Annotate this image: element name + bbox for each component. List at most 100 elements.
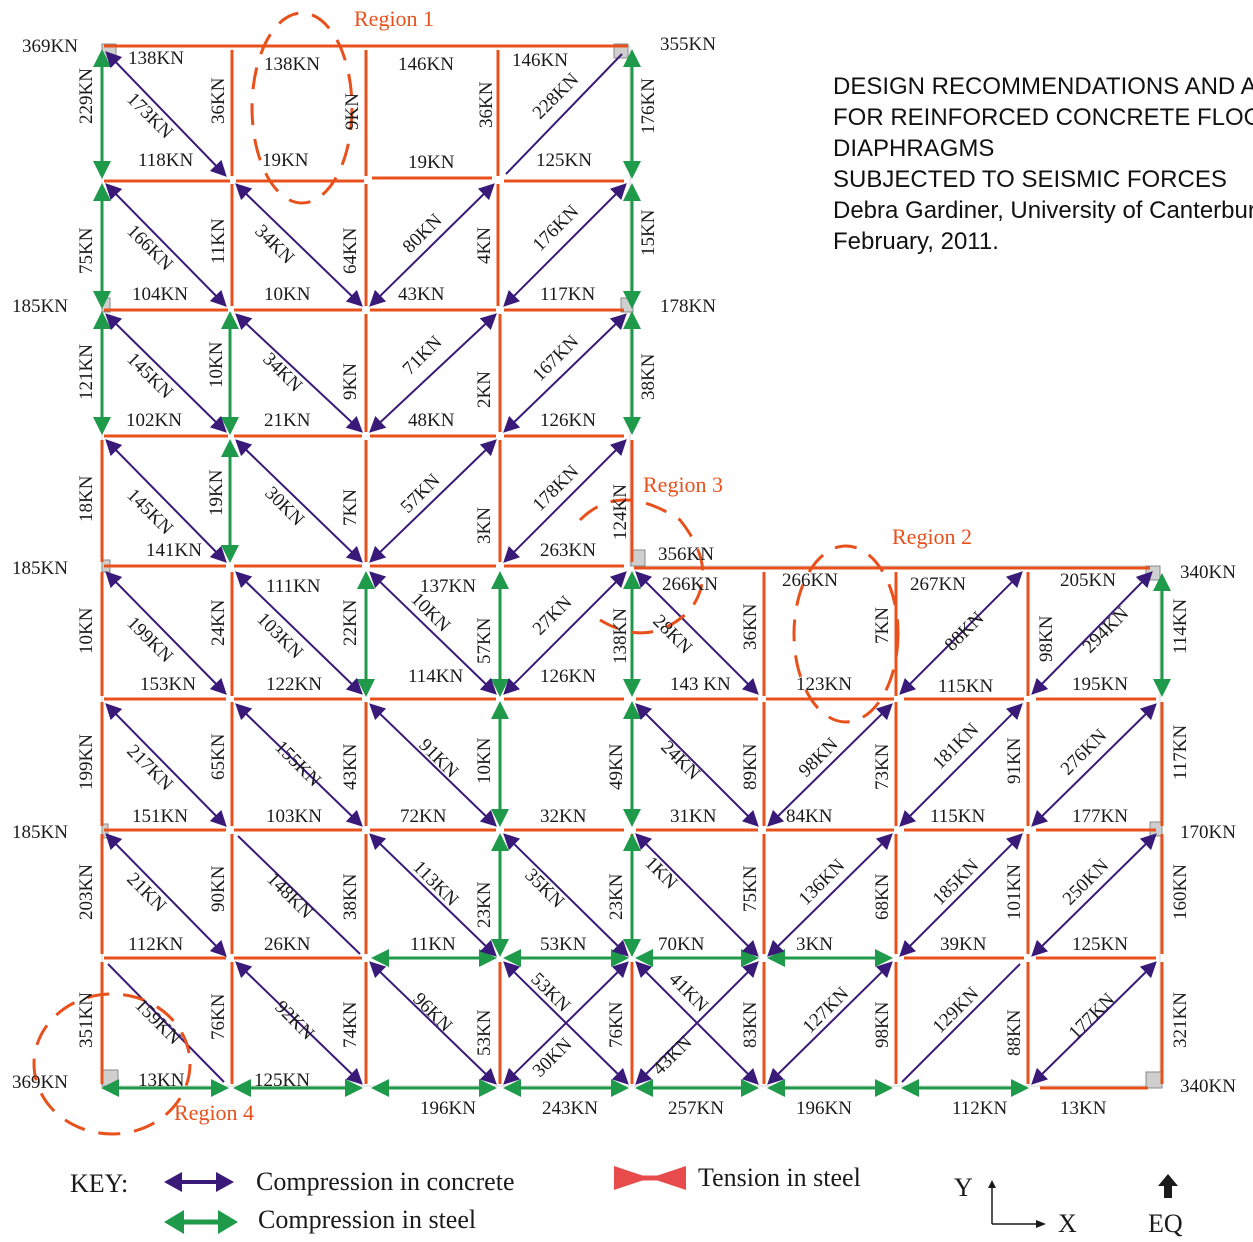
- force-label: 126KN: [540, 410, 596, 431]
- force-label: 2KN: [474, 371, 495, 408]
- force-label: 30KN: [260, 483, 308, 531]
- force-label: 196KN: [420, 1098, 476, 1119]
- force-label: 115KN: [938, 676, 994, 697]
- force-label: 203KN: [76, 864, 97, 920]
- force-label: 113KN: [408, 857, 462, 911]
- citation-line: February, 2011.: [833, 228, 999, 255]
- force-label: 13KN: [1060, 1098, 1107, 1119]
- force-label: 136KN: [795, 855, 850, 910]
- force-label: 124KN: [610, 484, 631, 540]
- force-label: 177KN: [1072, 806, 1128, 827]
- force-label: 121KN: [76, 344, 97, 400]
- force-label: 98KN: [872, 1001, 893, 1048]
- vertical-force-labels: 229KN 36KN 9KN 36KN 176KN 75KN 11KN 64KN…: [76, 68, 1191, 1056]
- y-axis-label: Y: [954, 1173, 973, 1202]
- region-4-label: Region 4: [174, 1100, 254, 1125]
- citation-line: FOR REINFORCED CONCRETE FLOOR: [833, 104, 1253, 131]
- legend-compression-concrete: Compression in concrete: [256, 1167, 515, 1196]
- force-label: 22KN: [340, 599, 361, 646]
- force-label: 90KN: [208, 865, 229, 912]
- force-label: 36KN: [740, 603, 761, 650]
- force-label: 7KN: [872, 607, 893, 644]
- force-label: 145KN: [122, 485, 177, 540]
- force-label: 351KN: [76, 992, 97, 1048]
- legend-tension-steel: Tension in steel: [698, 1163, 861, 1192]
- force-label: 11KN: [208, 218, 229, 264]
- force-label: 7KN: [340, 489, 361, 526]
- force-label: 125KN: [536, 150, 592, 171]
- force-label: 24KN: [208, 599, 229, 646]
- legend-title: KEY:: [70, 1169, 128, 1198]
- force-label: 75KN: [76, 227, 97, 274]
- force-label: 49KN: [606, 743, 627, 790]
- force-label: 177KN: [1065, 989, 1120, 1044]
- force-label: 243KN: [542, 1098, 598, 1119]
- force-label: 72KN: [400, 806, 447, 827]
- force-label: 103KN: [266, 806, 322, 827]
- support-load-labels: 369KN 355KN 185KN 178KN 185KN 356KN 340K…: [12, 34, 1236, 1097]
- force-label: 125KN: [1072, 934, 1128, 955]
- force-label: 9KN: [342, 93, 363, 130]
- force-label: 88KN: [941, 608, 989, 656]
- force-label: 10KN: [264, 284, 311, 305]
- force-label: 39KN: [940, 934, 987, 955]
- force-label: 15KN: [638, 209, 659, 256]
- citation-line: DESIGN RECOMMENDATIONS AND ANALYSIS: [833, 73, 1253, 100]
- force-label: 88KN: [1004, 1009, 1025, 1056]
- force-label: 138KN: [128, 48, 184, 69]
- force-label: 91KN: [414, 735, 462, 783]
- force-label: 83KN: [740, 1001, 761, 1048]
- force-label: 53KN: [526, 969, 574, 1017]
- force-label: 257KN: [668, 1098, 724, 1119]
- diagonal-compression-struts: [105, 51, 1157, 1085]
- force-label: 10KN: [206, 341, 227, 388]
- force-label: 229KN: [76, 68, 97, 124]
- horizontal-force-labels: 138KN 138KN 146KN 146KN 118KN 19KN 19KN …: [126, 48, 1128, 1119]
- support-load-label: 185KN: [12, 822, 68, 843]
- support-load-label: 170KN: [1180, 822, 1236, 843]
- force-label: 266KN: [662, 574, 718, 595]
- horizontal-tension-members: [104, 44, 1156, 1090]
- force-label: 10KN: [474, 737, 495, 784]
- force-label: 24KN: [656, 737, 704, 785]
- force-label: 138KN: [264, 54, 320, 75]
- force-label: 98KN: [795, 734, 843, 782]
- force-label: 138KN: [610, 608, 631, 664]
- force-label: 127KN: [799, 983, 854, 1038]
- force-label: 43KN: [398, 284, 445, 305]
- force-label: 101KN: [1004, 864, 1025, 920]
- force-label: 19KN: [206, 469, 227, 516]
- force-label: 125KN: [254, 1070, 310, 1091]
- force-label: 111KN: [266, 576, 321, 597]
- force-label: 57KN: [474, 617, 495, 664]
- support-load-label: 185KN: [12, 296, 68, 317]
- earthquake-direction: EQ: [1148, 1174, 1183, 1238]
- support-load-label: 356KN: [658, 544, 714, 565]
- force-label: 141KN: [146, 540, 202, 561]
- citation-line: DIAPHRAGMS: [833, 135, 995, 162]
- force-label: 53KN: [540, 934, 587, 955]
- tension-steel-swatch: [614, 1166, 686, 1190]
- force-label: 115KN: [930, 806, 986, 827]
- force-label: 117KN: [540, 284, 596, 305]
- force-label: 57KN: [397, 470, 445, 518]
- legend: KEY: Compression in concrete Compression…: [70, 1163, 861, 1234]
- force-label: 38KN: [340, 873, 361, 920]
- force-label: 30KN: [529, 1034, 577, 1082]
- force-label: 146KN: [512, 50, 568, 71]
- axis-indicator: Y X: [954, 1173, 1077, 1238]
- force-label: 19KN: [408, 152, 455, 173]
- force-label: 112KN: [952, 1098, 1008, 1119]
- force-label: 92KN: [270, 997, 318, 1045]
- citation-line: Debra Gardiner, University of Canterbury…: [833, 197, 1253, 224]
- support-load-label: 369KN: [12, 1072, 68, 1093]
- vertical-tension-members: [100, 50, 1164, 1084]
- force-label: 34KN: [250, 221, 298, 269]
- force-label: 267KN: [910, 574, 966, 595]
- horizontal-compression-steel: [101, 949, 1029, 1097]
- force-label: 31KN: [670, 806, 717, 827]
- force-label: 53KN: [474, 1009, 495, 1056]
- force-label: 3KN: [474, 507, 495, 544]
- force-label: 76KN: [606, 1001, 627, 1048]
